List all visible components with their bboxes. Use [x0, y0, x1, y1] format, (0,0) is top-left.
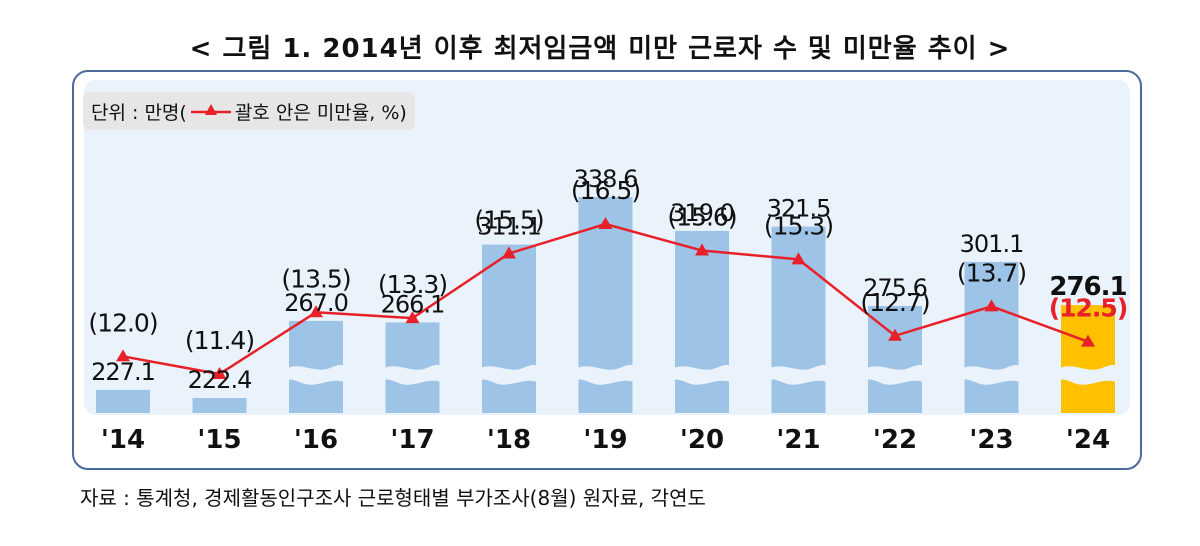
rate-marker-10 [1081, 334, 1095, 347]
rate-label-8: (12.7) [860, 288, 929, 317]
rate-label-5: (16.5) [571, 176, 640, 205]
axis-break-6 [674, 364, 730, 385]
value-label-9: 301.1 [960, 230, 1024, 258]
bar-10 [1061, 305, 1115, 413]
category-label-3: '17 [390, 425, 434, 455]
rate-marker-8 [888, 328, 902, 341]
axis-break-5 [577, 364, 634, 385]
value-label-1: 222.4 [188, 366, 252, 394]
bar-4 [482, 244, 536, 413]
bar-8 [868, 305, 922, 413]
value-label-5: 338.6 [574, 165, 638, 193]
rate-marker-9 [984, 299, 999, 312]
chart-title: < 그림 1. 2014년 이후 최저임금액 미만 근로자 수 및 미만율 추이… [189, 34, 1011, 64]
unit-suffix: 괄호 안은 미만율, %) [234, 101, 407, 124]
axis-break-2 [288, 364, 344, 385]
rate-marker-4 [502, 246, 516, 259]
axis-break-7 [770, 364, 827, 385]
rate-marker-5 [598, 217, 613, 230]
rate-label-10: (12.5) [1049, 294, 1128, 323]
rate-marker-0 [116, 349, 130, 362]
value-label-7: 321.5 [767, 195, 831, 223]
bar-0 [96, 389, 150, 413]
rate-marker-3 [405, 311, 420, 324]
rate-marker-2 [309, 305, 323, 318]
line-marker-icon [190, 104, 231, 115]
rate-label-0: (12.0) [88, 308, 157, 337]
rate-label-3: (13.3) [378, 270, 447, 299]
category-label-5: '19 [583, 425, 627, 455]
category-label-9: '23 [969, 425, 1013, 455]
category-label-6: '20 [680, 425, 724, 455]
category-label-1: '15 [197, 425, 241, 455]
category-label-10: '24 [1066, 425, 1110, 455]
axis-break-4 [481, 364, 537, 385]
unit-prefix: 단위 : 만명( [91, 101, 187, 124]
bar-6 [675, 230, 729, 413]
rate-marker-6 [695, 243, 709, 256]
bar-9 [964, 261, 1019, 413]
source-note: 자료 : 통계청, 경제활동인구조사 근로형태별 부가조사(8월) 원자료, 각… [80, 486, 706, 510]
value-label-0: 227.1 [91, 358, 155, 386]
value-label-4: 311.1 [477, 213, 541, 241]
axis-break-8 [867, 364, 923, 385]
value-label-8: 275.6 [863, 274, 927, 302]
axis-break-3 [384, 364, 441, 385]
axis-break-0 [95, 364, 151, 385]
rate-marker-7 [791, 252, 806, 265]
unit-legend: 단위 : 만명( 괄호 안은 미만율, %) [83, 92, 415, 130]
rate-label-6: (15.6) [667, 203, 736, 232]
category-label-2: '16 [294, 425, 338, 455]
rate-label-4: (15.5) [474, 205, 543, 234]
value-label-10: 276.1 [1049, 272, 1126, 302]
rate-label-1: (11.4) [185, 326, 254, 355]
bar-1 [192, 398, 247, 413]
category-label-0: '14 [101, 425, 145, 455]
axis-break-10 [1060, 364, 1116, 385]
category-label-7: '21 [776, 425, 820, 455]
category-label-4: '18 [487, 425, 531, 455]
axis-break-9 [963, 364, 1020, 385]
rate-marker-1 [212, 367, 227, 379]
value-label-6: 319.0 [670, 199, 734, 227]
value-label-2: 267.0 [284, 289, 348, 317]
rate-label-2: (13.5) [281, 264, 350, 293]
rate-label-7: (15.3) [764, 211, 833, 240]
value-label-3: 266.1 [381, 290, 445, 318]
rate-label-9: (13.7) [957, 258, 1026, 287]
category-label-8: '22 [873, 425, 917, 455]
